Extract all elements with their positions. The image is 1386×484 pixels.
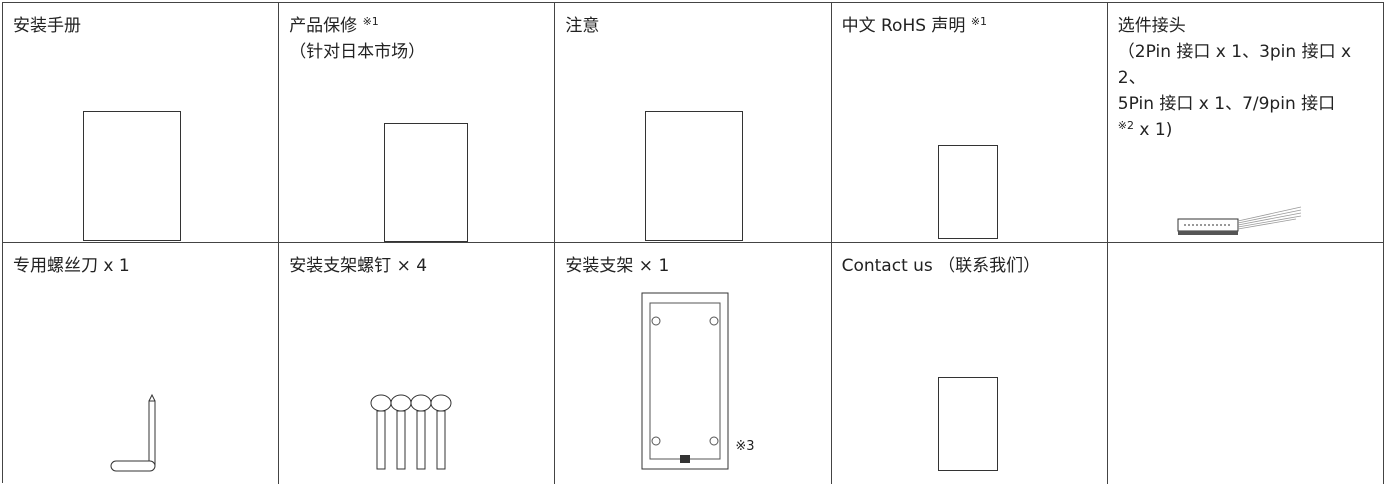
item-title-line: 中文 RoHS 声明 ※1 (842, 13, 1097, 39)
item-detail: （2Pin 接口 x 1、3pin 接口 x 2、 (1117, 42, 1352, 88)
item-title: 中文 RoHS 声明 (841, 16, 966, 36)
item-title: Contact us （联系我们） (841, 256, 1041, 276)
cell (1108, 243, 1384, 484)
item-detail: 5Pin 接口 x 1、7/9pin 接口 (1117, 94, 1336, 114)
figure-note: ※3 (735, 439, 755, 454)
item-title: 安装支架 × 1 (565, 256, 670, 276)
cell: 产品保修 ※1 （针对日本市场） (279, 3, 556, 243)
cell: 注意 (555, 3, 832, 243)
cell: 中文 RoHS 声明 ※1 (831, 3, 1108, 243)
item-title: 产品保修 (289, 16, 358, 36)
item-detail: x 1) (1139, 120, 1173, 140)
bracket-icon (641, 292, 729, 470)
contact-icon (937, 377, 998, 471)
screwdriver-icon (110, 393, 156, 472)
manual-icon (83, 111, 181, 241)
item-detail: （针对日本市场） (289, 42, 426, 62)
item-title-line: 产品保修 ※1 (289, 13, 544, 39)
item-title: 安装手册 (13, 16, 81, 36)
cell: 安装支架 × 1 ※3 (555, 243, 832, 484)
cell: 选件接头 （2Pin 接口 x 1、3pin 接口 x 2、 5Pin 接口 x… (1107, 3, 1384, 243)
cell: 安装支架螺钉 × 4 (279, 243, 556, 484)
note-mark: ※1 (970, 15, 988, 28)
screws-icon (370, 394, 452, 470)
warranty-icon (384, 123, 469, 242)
item-title: 选件接头 (1117, 16, 1186, 36)
item-detail-line: 5Pin 接口 x 1、7/9pin 接口 ※2 x 1) (1118, 91, 1373, 143)
cell: 专用螺丝刀 x 1 (3, 243, 280, 484)
note-mark: ※1 (362, 15, 379, 28)
cell: Contact us （联系我们） (832, 243, 1108, 484)
connector-icon (1177, 206, 1301, 235)
notice-icon (645, 111, 744, 241)
item-title: 安装支架螺钉 × 4 (289, 256, 428, 276)
note-mark: ※2 (1117, 119, 1135, 132)
item-title: 专用螺丝刀 x 1 (13, 256, 130, 276)
rohs-icon (937, 145, 998, 239)
cell: 安装手册 (3, 3, 280, 243)
item-title: 注意 (565, 16, 600, 36)
